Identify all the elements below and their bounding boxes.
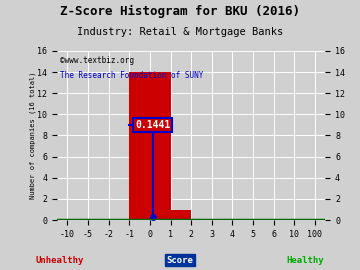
Text: 0.1441: 0.1441 (135, 120, 171, 130)
Text: Industry: Retail & Mortgage Banks: Industry: Retail & Mortgage Banks (77, 27, 283, 37)
Bar (129, 72, 171, 220)
Text: The Research Foundation of SUNY: The Research Foundation of SUNY (60, 71, 203, 80)
Text: Z-Score Histogram for BKU (2016): Z-Score Histogram for BKU (2016) (60, 5, 300, 18)
Text: Healthy: Healthy (286, 256, 324, 265)
Bar (171, 210, 191, 220)
Y-axis label: Number of companies (16 total): Number of companies (16 total) (30, 72, 36, 199)
Text: Unhealthy: Unhealthy (36, 256, 84, 265)
Text: ©www.textbiz.org: ©www.textbiz.org (60, 56, 134, 65)
Text: Score: Score (167, 256, 193, 265)
